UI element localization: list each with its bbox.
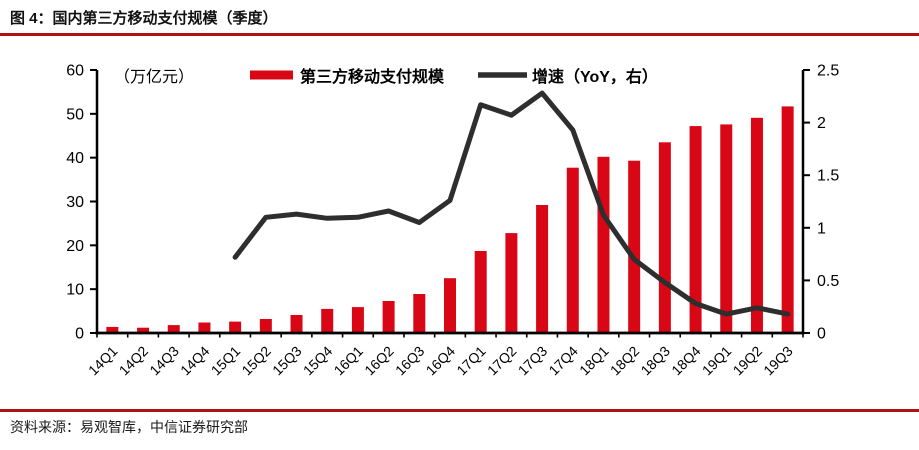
right-tick-label: 1: [817, 220, 826, 237]
bar-17Q3: [536, 205, 549, 333]
bar-18Q2: [628, 160, 641, 333]
bar-15Q4: [321, 308, 334, 333]
x-label-14Q3: 14Q3: [146, 343, 182, 379]
left-axis-unit-label: （万亿元）: [114, 68, 194, 86]
bar-16Q4: [444, 278, 456, 333]
left-tick-label: 10: [66, 282, 84, 299]
right-tick-label: 0.5: [817, 273, 839, 290]
bar-16Q1: [351, 307, 364, 333]
x-label-15Q1: 15Q1: [208, 343, 244, 379]
x-label-15Q2: 15Q2: [238, 343, 274, 379]
bar-14Q2: [137, 327, 150, 333]
bar-17Q4: [566, 167, 579, 333]
x-label-16Q4: 16Q4: [423, 343, 459, 379]
bar-17Q1: [474, 251, 487, 333]
left-tick-label: 50: [66, 106, 84, 123]
figure-title: 图 4：国内第三方移动支付规模（季度）: [10, 10, 278, 27]
title-rule: [0, 33, 919, 36]
source-text: 资料来源：易观智库，中信证券研究部: [10, 419, 248, 435]
left-tick-label: 60: [66, 63, 84, 80]
x-label-16Q2: 16Q2: [361, 343, 397, 379]
payment-scale-chart: 0 10 20 30 40 50 60 0 0.5 1 1.5 2 2.5 14Q114Q214Q314Q…: [66, 63, 839, 379]
x-label-15Q3: 15Q3: [269, 343, 305, 379]
x-label-16Q3: 16Q3: [392, 343, 428, 379]
x-label-17Q3: 17Q3: [515, 343, 551, 379]
bar-15Q3: [290, 315, 303, 333]
x-label-18Q1: 18Q1: [576, 343, 612, 379]
right-tick-label: 1.5: [817, 168, 839, 185]
bar-14Q4: [198, 322, 211, 333]
bar-16Q2: [382, 301, 395, 333]
x-label-18Q3: 18Q3: [637, 343, 673, 379]
x-label-14Q4: 14Q4: [177, 343, 213, 379]
x-label-17Q2: 17Q2: [484, 343, 520, 379]
bar-19Q2: [750, 117, 763, 333]
left-tick-label: 0: [75, 326, 84, 343]
x-label-18Q4: 18Q4: [668, 343, 704, 379]
x-label-16Q1: 16Q1: [331, 343, 367, 379]
x-label-19Q2: 19Q2: [730, 343, 766, 379]
legend-line-label: 增速（YoY，右）: [532, 67, 658, 86]
bar-14Q1: [106, 326, 119, 333]
bar-18Q1: [597, 156, 610, 333]
bar-15Q1: [229, 321, 242, 333]
left-tick-label: 40: [66, 150, 84, 167]
yoy-line: [232, 90, 791, 317]
x-label-14Q2: 14Q2: [116, 343, 152, 379]
bar-18Q4: [689, 126, 702, 333]
footer-rule: [0, 409, 919, 412]
bar-18Q3: [658, 142, 671, 333]
legend-bar-label: 第三方移动支付规模: [300, 67, 445, 86]
right-tick-label: 2: [817, 115, 826, 132]
bar-17Q2: [505, 233, 518, 333]
bar-16Q3: [413, 294, 426, 333]
x-label-15Q4: 15Q4: [300, 343, 336, 379]
left-tick-label: 20: [66, 238, 84, 255]
x-label-14Q1: 14Q1: [85, 343, 121, 379]
x-label-17Q4: 17Q4: [545, 343, 581, 379]
left-tick-label: 30: [66, 194, 84, 211]
bar-15Q2: [259, 319, 272, 333]
legend-bar-swatch: [250, 70, 293, 80]
bar-14Q3: [167, 325, 180, 333]
right-tick-label: 2.5: [817, 63, 839, 80]
bar-19Q1: [720, 124, 733, 334]
bar-19Q3: [781, 106, 794, 334]
x-label-17Q1: 17Q1: [453, 343, 489, 379]
right-tick-label: 0: [817, 326, 826, 343]
x-label-18Q2: 18Q2: [607, 343, 643, 379]
x-label-19Q1: 19Q1: [699, 343, 735, 379]
x-label-19Q3: 19Q3: [760, 343, 796, 379]
